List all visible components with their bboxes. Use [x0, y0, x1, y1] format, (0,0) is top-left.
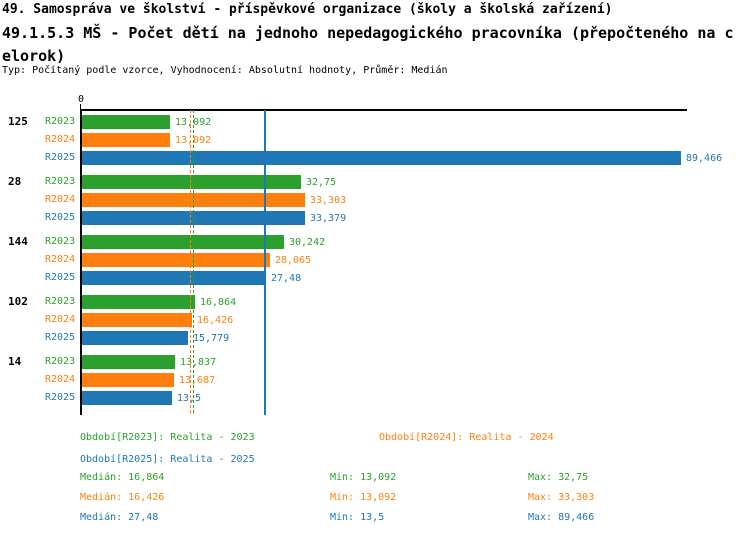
series-row-label: R2025 [45, 392, 76, 403]
category-label: 14 [8, 355, 22, 368]
indicator-title-line2: elorok) [2, 47, 66, 65]
stat-max-r2023: Max: 32,75 [528, 472, 589, 483]
series-row-label: R2024 [45, 374, 76, 385]
series-row-label: R2024 [45, 194, 76, 205]
bar-r2024-cat-102 [82, 313, 192, 327]
bar-value-label: 33,303 [310, 195, 347, 206]
report-title-line1: 49. Samospráva ve školství - příspěvkové… [2, 2, 613, 17]
bar-value-label: 13,837 [180, 357, 217, 368]
stat-median-r2025: Medián: 27,48 [80, 512, 159, 523]
bar-r2023-cat-125 [82, 115, 170, 129]
bar-r2025-cat-125 [82, 151, 681, 165]
series-row-label: R2023 [45, 356, 76, 367]
category-label: 125 [8, 115, 28, 128]
series-row-label: R2023 [45, 176, 76, 187]
bar-value-label: 16,426 [197, 315, 234, 326]
median-line-r2023 [193, 110, 194, 413]
legend-item-r2023: Období[R2023]: Realita - 2023 [80, 432, 255, 443]
stat-median-r2024: Medián: 16,426 [80, 492, 165, 503]
bar-r2025-cat-144 [82, 271, 266, 285]
category-label: 102 [8, 295, 28, 308]
x-axis-line [80, 109, 687, 111]
bar-value-label: 33,379 [310, 213, 347, 224]
indicator-meta-line: Typ: Počítaný podle vzorce, Vyhodnocení:… [2, 65, 448, 76]
stat-min-r2024: Min: 13,092 [330, 492, 397, 503]
bar-r2025-cat-102 [82, 331, 188, 345]
series-row-label: R2025 [45, 152, 76, 163]
median-line-r2025 [264, 110, 266, 415]
bar-value-label: 15,779 [193, 333, 230, 344]
series-row-label: R2025 [45, 212, 76, 223]
stat-min-r2023: Min: 13,092 [330, 472, 397, 483]
bar-value-label: 27,48 [271, 273, 302, 284]
series-row-label: R2024 [45, 314, 76, 325]
series-row-label: R2023 [45, 296, 76, 307]
legend-item-r2025: Období[R2025]: Realita - 2025 [80, 454, 255, 465]
bar-r2024-cat-14 [82, 373, 174, 387]
bar-r2024-cat-125 [82, 133, 170, 147]
bar-r2023-cat-28 [82, 175, 301, 189]
bar-value-label: 28,065 [275, 255, 312, 266]
indicator-title-line1: 49.1.5.3 MŠ - Počet dětí na jednoho nepe… [2, 24, 734, 42]
bar-value-label: 32,75 [306, 177, 337, 188]
bar-value-label: 13,5 [177, 393, 202, 404]
x-axis-origin-tick-label: 0 [77, 94, 85, 105]
bar-value-label: 16,864 [200, 297, 237, 308]
series-row-label: R2025 [45, 272, 76, 283]
category-label: 144 [8, 235, 28, 248]
bar-r2024-cat-144 [82, 253, 270, 267]
series-row-label: R2024 [45, 134, 76, 145]
median-line-r2024 [190, 110, 191, 413]
x-axis-origin-tick [80, 104, 81, 109]
stat-median-r2023: Medián: 16,864 [80, 472, 165, 483]
stat-max-r2025: Max: 89,466 [528, 512, 595, 523]
bar-value-label: 13,687 [179, 375, 216, 386]
bar-r2023-cat-144 [82, 235, 284, 249]
series-row-label: R2023 [45, 116, 76, 127]
stat-min-r2025: Min: 13,5 [330, 512, 385, 523]
bar-value-label: 89,466 [686, 153, 723, 164]
series-row-label: R2023 [45, 236, 76, 247]
legend-item-r2024: Období[R2024]: Realita - 2024 [379, 432, 554, 443]
bar-r2025-cat-14 [82, 391, 172, 405]
series-row-label: R2025 [45, 332, 76, 343]
bar-r2023-cat-102 [82, 295, 195, 309]
stat-max-r2024: Max: 33,303 [528, 492, 595, 503]
bar-r2023-cat-14 [82, 355, 175, 369]
category-label: 28 [8, 175, 22, 188]
y-axis-line [80, 109, 82, 415]
series-row-label: R2024 [45, 254, 76, 265]
bar-value-label: 30,242 [289, 237, 326, 248]
